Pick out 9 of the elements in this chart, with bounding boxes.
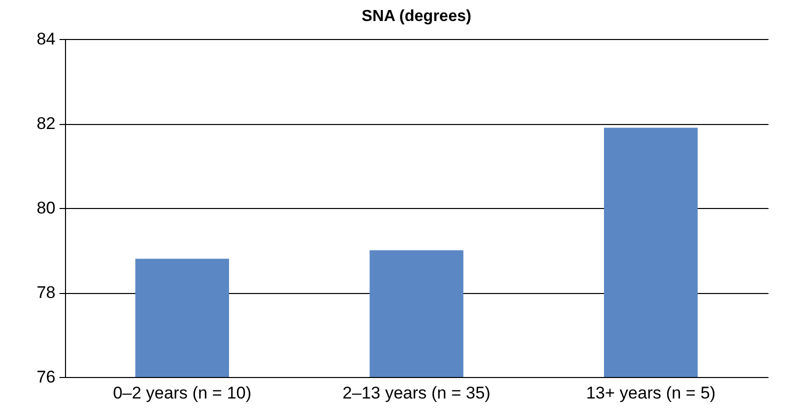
x-tick-label: 13+ years (n = 5) <box>586 384 716 402</box>
y-tick-label: 84 <box>36 30 56 48</box>
x-tick-label: 2–13 years (n = 35) <box>342 384 490 402</box>
y-tick-label: 82 <box>36 114 56 133</box>
chart-title: SNA (degrees) <box>362 8 472 25</box>
y-tick-label: 80 <box>36 198 56 218</box>
y-tick-label: 78 <box>36 283 56 302</box>
x-tick-label: 0–2 years (n = 10) <box>112 384 252 402</box>
y-tick-label: 76 <box>36 368 56 386</box>
